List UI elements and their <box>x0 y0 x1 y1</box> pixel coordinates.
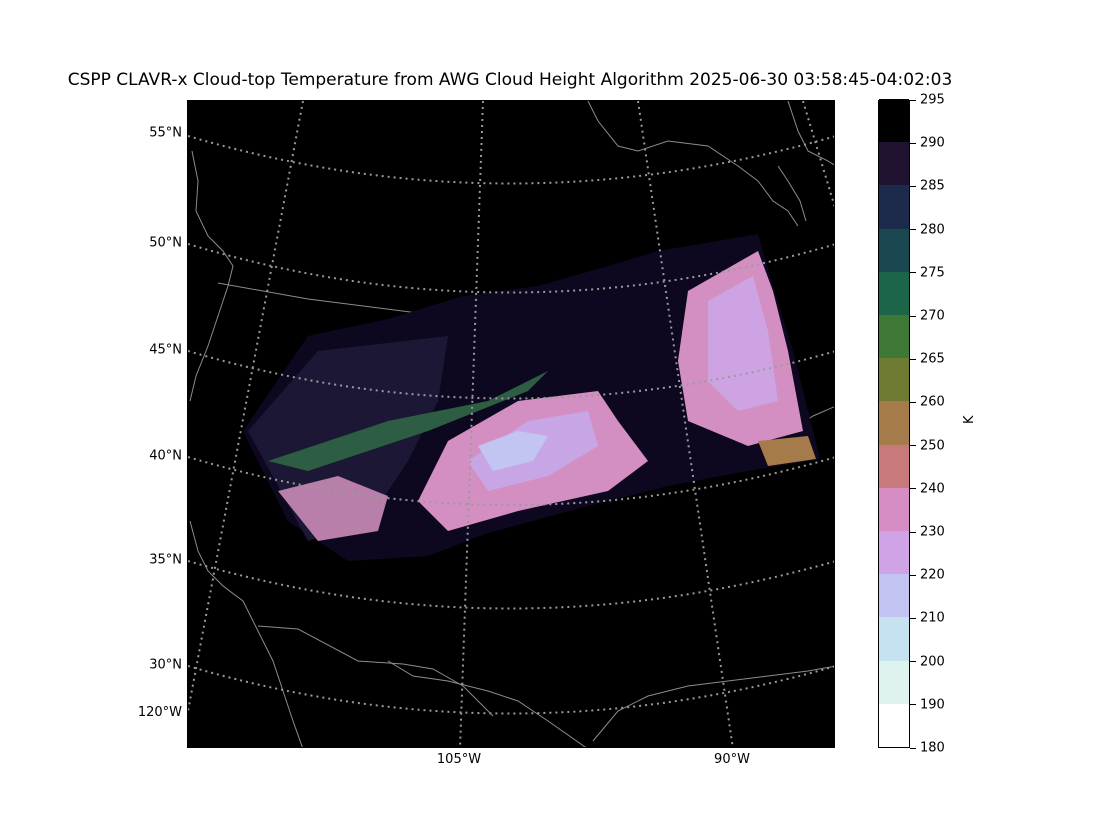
colorbar-segment <box>879 271 909 315</box>
colorbar-tick-mark <box>910 229 916 231</box>
lon-label-105w: 105°W <box>436 752 482 767</box>
colorbar-tick-mark <box>910 574 916 576</box>
lon-label-120w: 120°W <box>137 705 182 720</box>
colorbar-segment <box>879 573 909 618</box>
colorbar-segment <box>879 703 909 747</box>
pink-cloud-southwest <box>278 476 388 541</box>
lat-label-50n: 50°N <box>149 235 182 251</box>
colorbar-tick-label: 290 <box>920 135 945 151</box>
brown-cloud-patch <box>758 436 816 466</box>
colorbar-tick-mark <box>910 315 916 317</box>
colorbar-tick-mark <box>910 358 916 360</box>
map-panel[interactable] <box>187 100 835 748</box>
colorbar-segment <box>879 141 909 186</box>
colorbar-segment <box>879 357 909 402</box>
map-canvas <box>188 101 834 747</box>
colorbar-segment <box>879 487 909 531</box>
colorbar-tick-label: 190 <box>920 697 945 713</box>
lat-label-35n: 35°N <box>149 552 182 568</box>
hudson-bay-coastline <box>587 101 799 227</box>
colorbar-tick-mark <box>910 488 916 490</box>
baja-coastline <box>189 520 303 747</box>
colorbar-segment <box>879 444 909 488</box>
lavender-cloud-east <box>708 276 778 411</box>
green-cloud-band <box>268 371 548 471</box>
northeast-coastline <box>787 101 834 166</box>
colorbar-tick-label: 240 <box>920 481 945 497</box>
graticule <box>188 101 834 747</box>
colorbar-segment <box>879 400 909 445</box>
colorbar-tick-label: 270 <box>920 308 945 324</box>
colorbar-tick-mark <box>910 142 916 144</box>
map-title: CSPP CLAVR-x Cloud-top Temperature from … <box>67 70 953 90</box>
west-coastline <box>189 150 234 402</box>
hudson-bay-east <box>777 165 807 222</box>
colorbar-tick-mark <box>910 617 916 619</box>
us-mexico-border <box>257 625 494 717</box>
lat-label-30n: 30°N <box>149 657 182 673</box>
lat-label-40n: 40°N <box>149 448 182 464</box>
lat-label-45n: 45°N <box>149 342 182 358</box>
colorbar-tick-label: 230 <box>920 524 945 540</box>
colorbar-tick-mark <box>910 704 916 706</box>
colorbar-tick-mark <box>910 531 916 533</box>
meridian-120w <box>188 101 304 712</box>
colorbar-tick-label: 265 <box>920 351 945 367</box>
colorbar-segment <box>879 184 909 229</box>
meridian-75w <box>802 101 834 208</box>
colorbar-tick-label: 250 <box>920 438 945 454</box>
colorbar-segment <box>879 228 909 272</box>
colorbar-segment <box>879 530 909 575</box>
colorbar-segment <box>879 660 909 704</box>
colorbar-tick-mark <box>910 185 916 187</box>
colorbar-tick-mark <box>910 445 916 447</box>
light-cloud-core <box>478 431 548 471</box>
colorbar-tick-label: 285 <box>920 178 945 194</box>
colorbar-tick-mark <box>910 661 916 663</box>
colorbar-tick-label: 210 <box>920 610 945 626</box>
colorbar-tick-mark <box>910 99 916 101</box>
meridian-105w <box>459 101 484 747</box>
gulf-coastline-east <box>592 665 834 742</box>
gulf-coastline <box>387 660 587 747</box>
parallel-55n <box>188 135 834 185</box>
colorbar-tick-label: 220 <box>920 567 945 583</box>
colorbar-tick-label: 280 <box>920 222 945 238</box>
colorbar-tick-label: 275 <box>920 265 945 281</box>
colorbar-tick-mark <box>910 747 916 749</box>
colorbar <box>878 98 910 748</box>
colorbar-tick-label: 260 <box>920 394 945 410</box>
lat-label-55n: 55°N <box>149 125 182 141</box>
parallel-30n <box>188 665 834 715</box>
colorbar-tick-label: 295 <box>920 92 945 108</box>
colorbar-segment <box>879 314 909 359</box>
lon-label-90w: 90°W <box>714 752 750 767</box>
parallel-35n <box>188 560 834 610</box>
colorbar-segment <box>879 98 909 143</box>
meridian-90w <box>637 101 734 747</box>
colorbar-tick-label: 200 <box>920 654 945 670</box>
colorbar-tick-mark <box>910 401 916 403</box>
colorbar-unit-label: K <box>962 415 977 424</box>
colorbar-tick-label: 180 <box>920 740 945 756</box>
colorbar-segment <box>879 616 909 661</box>
colorbar-tick-mark <box>910 272 916 274</box>
